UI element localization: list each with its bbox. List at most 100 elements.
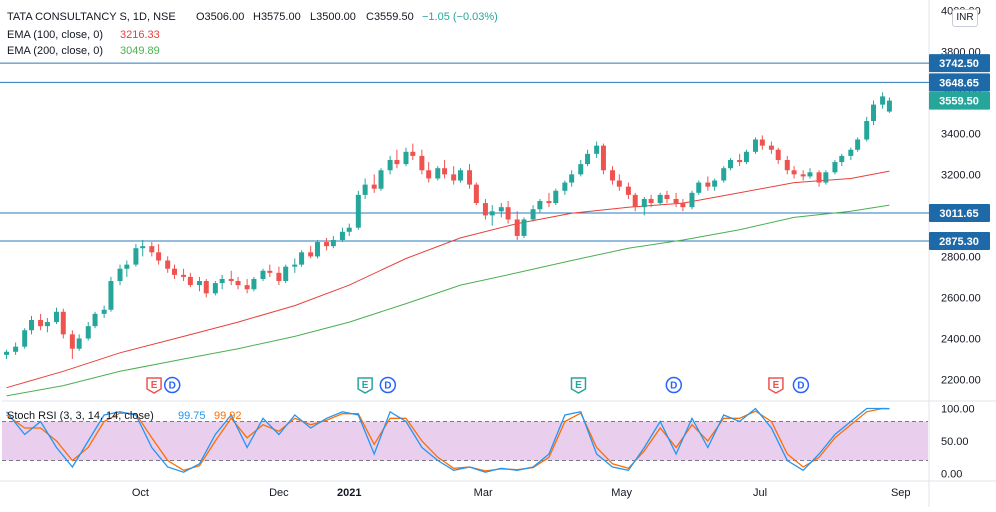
price-pane[interactable] xyxy=(0,62,929,397)
candle-body[interactable] xyxy=(403,151,409,165)
candle-body[interactable] xyxy=(569,174,575,183)
candle-body[interactable] xyxy=(562,182,568,191)
candle-body[interactable] xyxy=(410,151,416,156)
candle-body[interactable] xyxy=(219,278,225,284)
candle-body[interactable] xyxy=(880,96,886,105)
earnings-marker[interactable]: E xyxy=(768,377,784,394)
candle-body[interactable] xyxy=(156,252,162,261)
candle-body[interactable] xyxy=(292,264,298,267)
candle-body[interactable] xyxy=(387,160,393,171)
candle-body[interactable] xyxy=(553,190,559,204)
candle-body[interactable] xyxy=(13,346,19,352)
candle-body[interactable] xyxy=(228,278,234,282)
legend-symbol[interactable]: TATA CONSULTANCY S, 1D, NSE xyxy=(7,11,176,23)
candle-body[interactable] xyxy=(339,231,345,240)
legend-stoch-label[interactable]: Stoch RSI (3, 3, 14, 14, close) xyxy=(7,410,154,422)
candle-body[interactable] xyxy=(864,121,870,140)
dividend-marker[interactable]: D xyxy=(379,376,397,394)
candle-body[interactable] xyxy=(44,322,50,327)
candle-body[interactable] xyxy=(53,311,59,323)
candle-body[interactable] xyxy=(728,160,734,169)
candle-body[interactable] xyxy=(807,172,813,177)
candle-body[interactable] xyxy=(648,198,654,204)
candle-body[interactable] xyxy=(664,194,670,199)
candle-body[interactable] xyxy=(743,151,749,163)
candle-body[interactable] xyxy=(585,153,591,165)
candle-body[interactable] xyxy=(482,203,488,216)
candle-body[interactable] xyxy=(76,338,82,349)
earnings-marker[interactable]: E xyxy=(570,377,587,394)
candle-body[interactable] xyxy=(616,180,622,187)
candle-body[interactable] xyxy=(759,139,765,146)
stoch-rsi-pane[interactable] xyxy=(2,407,928,473)
candle-body[interactable] xyxy=(117,268,123,282)
candle-body[interactable] xyxy=(657,194,663,204)
dividend-marker[interactable]: D xyxy=(665,376,683,394)
candle-body[interactable] xyxy=(578,164,584,175)
candle-body[interactable] xyxy=(124,264,130,269)
ema-100-line[interactable] xyxy=(6,170,890,389)
candle-body[interactable] xyxy=(235,281,241,286)
candle-body[interactable] xyxy=(451,174,457,181)
candle-body[interactable] xyxy=(696,182,702,193)
legend-ema200-label[interactable]: EMA (200, close, 0) xyxy=(7,45,103,57)
candle-body[interactable] xyxy=(69,334,75,349)
candle-body[interactable] xyxy=(600,145,606,171)
candle-body[interactable] xyxy=(394,160,400,165)
candle-body[interactable] xyxy=(886,100,892,112)
candle-body[interactable] xyxy=(133,248,139,265)
candle-body[interactable] xyxy=(467,170,473,185)
candle-body[interactable] xyxy=(101,309,107,314)
candle-body[interactable] xyxy=(498,207,504,212)
candle-body[interactable] xyxy=(324,242,330,247)
candle-body[interactable] xyxy=(514,219,520,236)
candle-body[interactable] xyxy=(784,160,790,171)
candle-body[interactable] xyxy=(610,170,616,181)
candle-body[interactable] xyxy=(505,207,511,220)
candle-body[interactable] xyxy=(435,168,441,179)
candle-body[interactable] xyxy=(673,198,679,204)
candle-body[interactable] xyxy=(848,149,854,156)
candle-body[interactable] xyxy=(419,155,425,171)
candle-body[interactable] xyxy=(689,192,695,208)
candle-body[interactable] xyxy=(299,252,305,265)
candle-body[interactable] xyxy=(187,276,193,286)
earnings-marker[interactable]: E xyxy=(357,377,373,394)
candle-body[interactable] xyxy=(530,209,536,220)
candle-body[interactable] xyxy=(378,170,384,189)
candle-body[interactable] xyxy=(839,155,845,163)
candle-body[interactable] xyxy=(314,242,320,257)
candle-body[interactable] xyxy=(855,139,861,150)
candle-body[interactable] xyxy=(521,219,527,236)
candle-body[interactable] xyxy=(260,270,266,279)
candle-body[interactable] xyxy=(537,201,543,210)
candle-body[interactable] xyxy=(29,320,35,331)
candle-body[interactable] xyxy=(181,274,187,277)
candle-body[interactable] xyxy=(594,145,600,154)
candle-body[interactable] xyxy=(457,170,463,181)
candle-body[interactable] xyxy=(267,270,273,273)
candle-body[interactable] xyxy=(871,104,877,122)
candle-body[interactable] xyxy=(823,172,829,183)
candle-body[interactable] xyxy=(330,240,336,247)
candle-body[interactable] xyxy=(346,227,352,232)
candle-body[interactable] xyxy=(816,172,822,183)
candle-body[interactable] xyxy=(38,320,44,327)
candle-body[interactable] xyxy=(489,211,495,216)
candle-body[interactable] xyxy=(244,285,250,290)
candle-body[interactable] xyxy=(355,194,361,228)
candle-body[interactable] xyxy=(680,203,686,208)
candle-body[interactable] xyxy=(4,351,10,355)
candle-body[interactable] xyxy=(625,186,631,195)
candle-body[interactable] xyxy=(791,170,797,175)
candle-body[interactable] xyxy=(203,281,209,294)
earnings-marker[interactable]: E xyxy=(146,377,162,394)
candle-body[interactable] xyxy=(108,281,114,310)
candle-body[interactable] xyxy=(371,184,377,189)
candle-body[interactable] xyxy=(283,266,289,282)
candle-body[interactable] xyxy=(308,252,314,257)
candle-body[interactable] xyxy=(712,180,718,187)
